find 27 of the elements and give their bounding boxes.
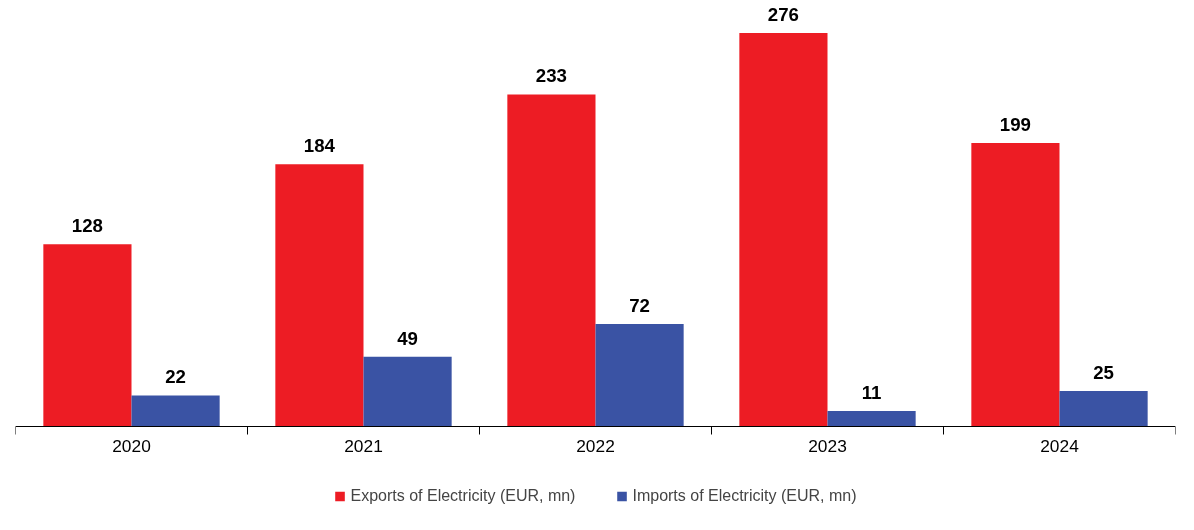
legend-label: Imports of Electricity (EUR, mn)	[632, 487, 857, 505]
data-label: 199	[999, 113, 1031, 135]
x-tick-label: 2020	[112, 435, 151, 456]
bar	[507, 94, 596, 427]
bar	[595, 324, 684, 427]
data-label: 184	[303, 135, 336, 157]
bar	[1059, 391, 1148, 427]
legend-label: Exports of Electricity (EUR, mn)	[350, 487, 576, 505]
data-label: 233	[535, 65, 567, 87]
x-tick-label: 2021	[344, 435, 383, 456]
data-label: 128	[71, 215, 103, 237]
x-tick-label: 2024	[1040, 435, 1080, 456]
data-label: 22	[165, 366, 186, 388]
data-label: 11	[861, 382, 882, 404]
bar	[131, 395, 220, 427]
data-label: 49	[397, 327, 418, 349]
bar	[363, 356, 452, 427]
data-label: 276	[767, 4, 799, 26]
data-label: 72	[629, 295, 650, 317]
bar	[971, 142, 1060, 427]
bar	[827, 411, 916, 427]
bar	[275, 164, 364, 427]
x-tick-label: 2023	[808, 435, 847, 456]
bar	[739, 33, 828, 427]
data-label: 25	[1093, 362, 1114, 384]
bar	[43, 244, 132, 427]
x-tick-label: 2022	[576, 435, 615, 456]
